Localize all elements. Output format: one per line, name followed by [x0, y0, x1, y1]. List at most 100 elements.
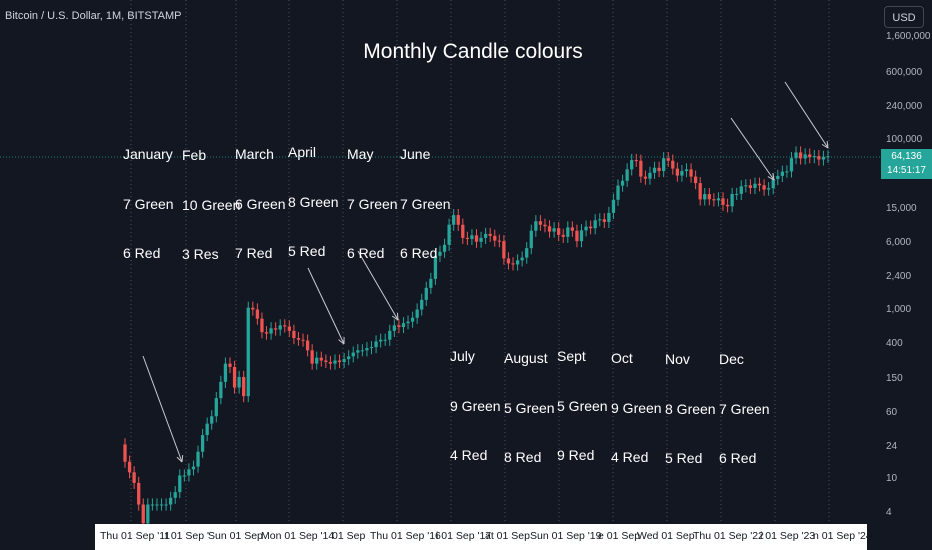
candle-up [169, 497, 173, 505]
ann-green: 5 Green [557, 397, 608, 414]
candle-up [534, 221, 538, 231]
candle-down [292, 330, 296, 339]
annotation-arrow [730, 117, 775, 181]
y-tick-label: 10 [886, 473, 898, 484]
candle-up [378, 339, 383, 342]
x-tick-label: Sun 01 Sep '19 [530, 530, 602, 542]
candle-up [164, 504, 168, 506]
candle-down [488, 233, 492, 236]
ann-red: 6 Red [347, 245, 385, 261]
x-axis[interactable]: Thu 01 Sep '11 t 01 Sep ' Sun 01 Sep Mon… [95, 524, 867, 550]
candle-up [616, 185, 620, 200]
annotation-arrowhead [181, 454, 184, 463]
candle-down [137, 482, 141, 505]
candle-up [415, 309, 419, 318]
candle-up [219, 381, 223, 399]
candle-up [210, 416, 214, 424]
candle-up [315, 357, 319, 364]
candle-up [767, 188, 771, 190]
candlesticks [123, 146, 830, 530]
candle-down [808, 154, 812, 158]
candle-up [826, 156, 830, 158]
ann-red: 3 Res [182, 246, 219, 262]
candle-down [817, 156, 821, 160]
annotation-arrowhead [338, 339, 345, 345]
candle-up [598, 219, 602, 221]
annotation-arrow [357, 250, 399, 321]
candle-up [630, 160, 634, 170]
candle-down [287, 326, 291, 331]
candle-up [278, 325, 282, 330]
candle-up [716, 198, 721, 201]
ann-green: 5 Green [504, 399, 555, 416]
ann-green: 8 Green [665, 400, 716, 417]
candle-down [757, 183, 762, 186]
candle-down [689, 169, 693, 177]
annotation-arrowhead [772, 173, 775, 181]
grid-lines [130, 0, 830, 524]
candle-down [762, 185, 766, 190]
ann-month: April [288, 144, 317, 160]
candle-down [310, 350, 314, 364]
ann-green: 9 Green [450, 397, 501, 414]
chart-title: Monthly Candle colours [363, 40, 583, 63]
candle-down [698, 183, 702, 200]
candle-up [620, 180, 625, 186]
candle-up [442, 244, 447, 252]
ann-red: 5 Red [288, 243, 326, 259]
ann-month: August [504, 350, 548, 366]
candle-down [570, 227, 575, 231]
candle-down [497, 240, 501, 242]
candle-up [246, 307, 250, 397]
ann-red: 8 Red [504, 449, 542, 465]
candle-up [178, 475, 182, 493]
y-tick-label: 150 [886, 373, 903, 384]
candle-down [260, 318, 264, 333]
annotation-arrowhead [176, 456, 183, 463]
candle-up [200, 435, 205, 452]
candle-down [319, 357, 323, 361]
ann-red: 6 Red [123, 245, 161, 261]
x-tick-label: 01 Sep [332, 530, 366, 542]
currency-button[interactable]: USD [884, 6, 924, 28]
annotation-dec: Dec 7 Green 6 Red [719, 318, 770, 483]
candle-up [369, 347, 374, 349]
y-tick-label: 60 [886, 407, 898, 418]
ann-red: 5 Red [665, 450, 703, 466]
candle-up [223, 363, 228, 382]
y-tick-label: 100,000 [886, 134, 923, 145]
ann-green: 7 Green [400, 195, 451, 212]
annotation-sept: Sept 5 Green 9 Red [557, 315, 608, 480]
candle-up [584, 226, 588, 231]
candle-up [410, 317, 415, 322]
candle-up [182, 475, 186, 477]
candle-up [269, 328, 273, 334]
annotation-june: June 7 Green 6 Red [400, 113, 451, 278]
annotation-arrowhead [396, 312, 399, 321]
candle-down [675, 168, 680, 176]
annotation-april: April 8 Green 5 Red [288, 111, 339, 276]
candle-up [342, 359, 346, 363]
candle-up [730, 193, 734, 207]
annotation-may: May 7 Green 6 Red [347, 113, 398, 278]
candle-down [337, 360, 342, 363]
candle-up [205, 423, 209, 436]
candle-down [748, 185, 753, 188]
candle-up [374, 341, 378, 348]
candle-up [452, 215, 456, 225]
y-tick-label: 24 [886, 441, 898, 452]
candle-up [146, 504, 150, 524]
candle-down [502, 241, 506, 259]
candle-up [479, 237, 483, 242]
ann-red: 6 Red [719, 450, 757, 466]
candle-up [438, 251, 442, 256]
candle-down [666, 158, 670, 161]
candle-down [232, 366, 237, 388]
candle-down [712, 199, 716, 201]
candle-up [812, 156, 816, 158]
candle-down [721, 198, 725, 205]
candle-down [242, 376, 246, 397]
candle-down [251, 307, 255, 310]
candle-up [607, 212, 611, 222]
